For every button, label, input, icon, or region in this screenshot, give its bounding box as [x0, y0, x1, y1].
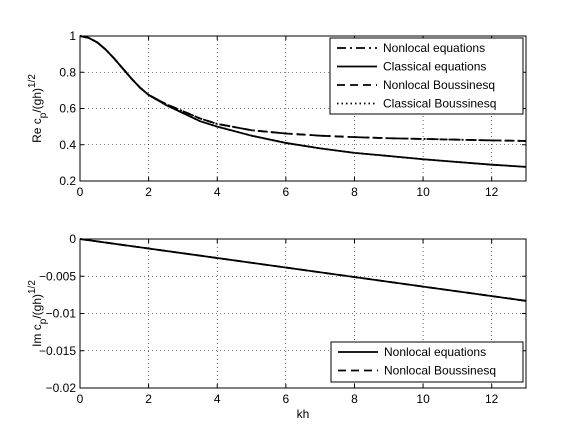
legend-box: [330, 341, 524, 383]
x-tick-label: 2: [145, 392, 152, 406]
y-tick-label: −0.02: [46, 381, 77, 395]
legend-label: Nonlocal Boussinesq: [383, 78, 495, 92]
x-tick-label: 0: [77, 392, 84, 406]
x-tick-label: 10: [416, 392, 430, 406]
legend-label: Classical Boussinesq: [383, 97, 496, 111]
legend-label: Nonlocal equations: [384, 345, 486, 359]
x-tick-label: 0: [77, 185, 84, 199]
y-tick-label: 0.6: [59, 102, 76, 116]
y-tick-label: −0.005: [39, 269, 76, 283]
x-tick-label: 12: [485, 185, 499, 199]
x-tick-label: 8: [351, 185, 358, 199]
upper-plot-real-phase-speed: 0 2 4 6 8 10 12 0.2 0.4 0.6 0.8 1 Re cp/(gh)1/2 Nonlo…: [27, 29, 527, 199]
legend: Nonlocal equations Nonlocal Boussinesq: [330, 341, 524, 383]
x-tick-label: 12: [485, 392, 499, 406]
y-tick-label: 0.2: [59, 174, 76, 188]
y-axis-label: Re cp/(gh)1/2: [27, 74, 49, 143]
series-line-nonlocal-boussinesq: [79, 238, 527, 302]
y-tick-label: 0.4: [59, 138, 76, 152]
y-tick-label: −0.015: [39, 344, 76, 358]
y-tick-label: −0.01: [46, 307, 77, 321]
y-axis-label: Im cp/(gh)1/2: [27, 280, 49, 347]
x-tick-label: 8: [351, 392, 358, 406]
x-tick-label: 4: [214, 185, 221, 199]
legend: Nonlocal equations Classical equations Non…: [329, 37, 524, 115]
x-axis-label: kh: [297, 407, 310, 421]
y-tick-label: 1: [69, 29, 76, 43]
y-tick-label: 0: [69, 232, 76, 246]
x-tick-label: 6: [283, 185, 290, 199]
x-tick-label: 6: [283, 392, 290, 406]
series-line-nonlocal-boussinesq: [79, 35, 527, 142]
legend-label: Nonlocal equations: [383, 41, 485, 55]
series-line-classical-boussinesq: [79, 35, 527, 168]
legend-box: [329, 37, 524, 115]
x-tick-label: 2: [145, 185, 152, 199]
legend-label: Nonlocal Boussinesq: [384, 364, 496, 378]
x-tick-label: 10: [416, 185, 430, 199]
y-tick-label: 0.8: [59, 65, 76, 79]
legend-label: Classical equations: [383, 60, 486, 74]
lower-plot-imag-phase-speed: 0 2 4 6 8 10 12 −0.02 −0.015 −0.01 −0.005 0 kh Im cp/…: [27, 232, 527, 421]
x-tick-label: 4: [214, 392, 221, 406]
